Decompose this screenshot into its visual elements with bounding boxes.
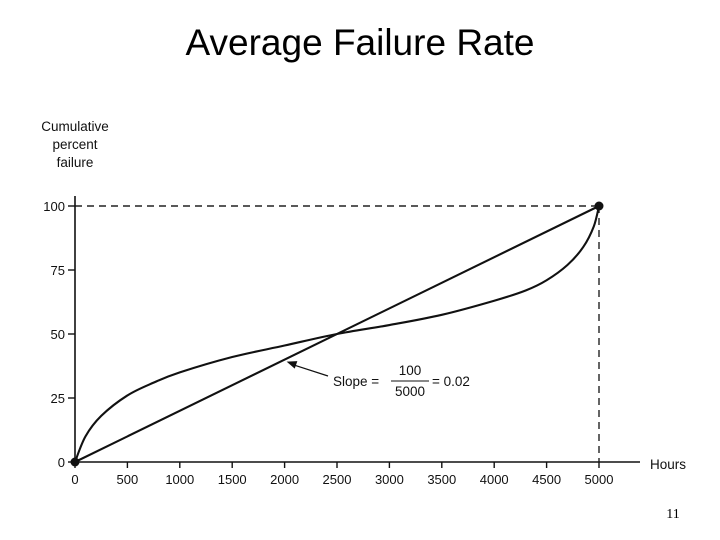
y-tick-label-100: 100 <box>43 199 65 214</box>
axes <box>74 196 640 463</box>
slide-title: Average Failure Rate <box>185 22 535 63</box>
y-axis-title-line-3: failure <box>57 155 94 170</box>
y-tick-label-75: 75 <box>51 263 65 278</box>
series-cumulative-curve <box>74 205 601 463</box>
reference-lines <box>75 205 600 462</box>
y-axis-title: Cumulative percent failure <box>41 119 109 170</box>
x-tick-label-4000: 4000 <box>480 472 509 487</box>
annotation-prefix: Slope = <box>333 374 379 389</box>
annotation-numerator: 100 <box>399 363 422 378</box>
x-tick-label-1500: 1500 <box>218 472 247 487</box>
x-tick-label-2500: 2500 <box>323 472 352 487</box>
x-tick-label-3000: 3000 <box>375 472 404 487</box>
y-axis-title-line-2: percent <box>52 137 97 152</box>
x-tick-label-5000: 5000 <box>585 472 614 487</box>
y-axis-title-line-1: Cumulative <box>41 119 109 134</box>
page-number: 11 <box>666 507 680 522</box>
x-tick-label-4500: 4500 <box>532 472 561 487</box>
y-tick-label-25: 25 <box>51 391 65 406</box>
x-tick-label-500: 500 <box>117 472 139 487</box>
y-tick-label-50: 50 <box>51 327 65 342</box>
series-group <box>70 201 604 467</box>
annotation-denominator: 5000 <box>395 384 425 399</box>
x-tick-label-2000: 2000 <box>270 472 299 487</box>
end-point-marker <box>594 201 604 211</box>
annotation-arrow-line <box>292 364 329 377</box>
x-tick-label-1000: 1000 <box>165 472 194 487</box>
x-tick-label-0: 0 <box>71 472 78 487</box>
annotation-suffix: = 0.02 <box>432 374 470 389</box>
x-axis-title: Hours <box>650 457 686 472</box>
annotation-arrow-head <box>286 361 298 369</box>
y-tick-label-0: 0 <box>58 455 65 470</box>
x-tick-label-3500: 3500 <box>427 472 456 487</box>
start-point-marker <box>70 457 80 467</box>
slope-annotation: Slope = 100 5000 = 0.02 <box>286 361 470 399</box>
